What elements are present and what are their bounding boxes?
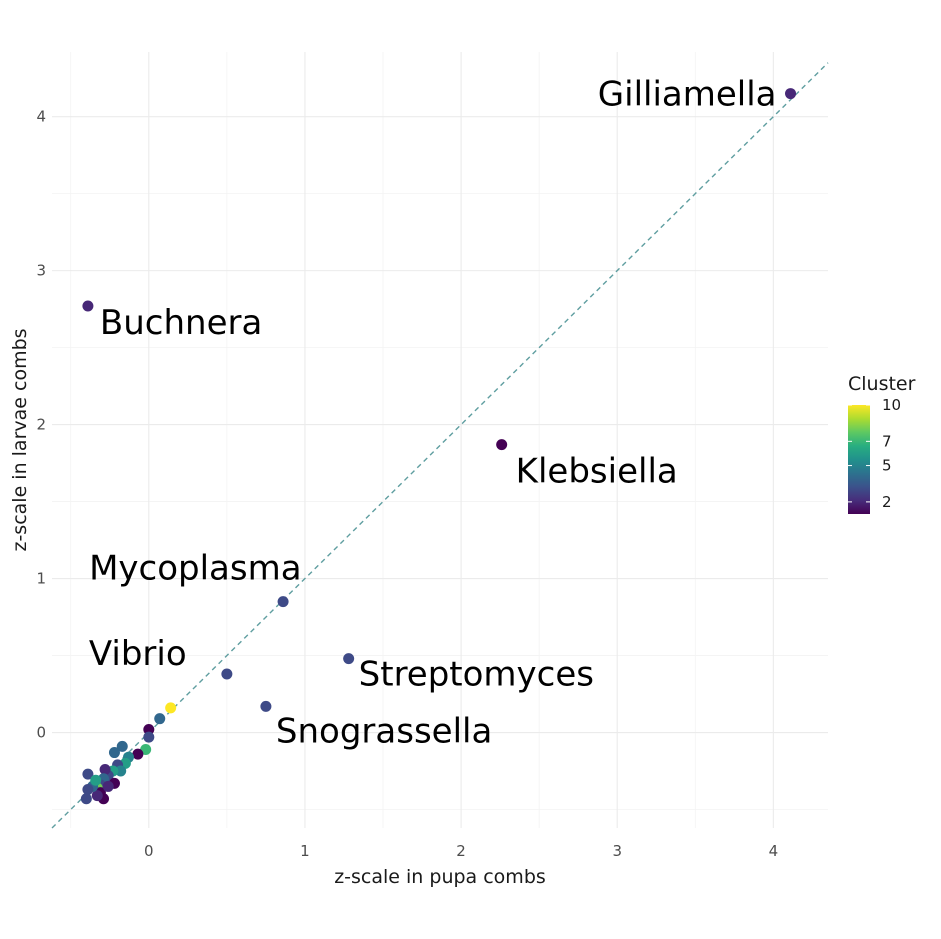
- x-tick-label: 0: [144, 842, 154, 860]
- point-label-mycoplasma: Mycoplasma: [89, 549, 301, 589]
- data-point: [99, 763, 111, 775]
- point-label-snograssella: Snograssella: [276, 711, 492, 751]
- y-tick-label: 0: [36, 724, 46, 742]
- point-label-gilliamella: Gilliamella: [598, 75, 777, 115]
- y-tick-label: 3: [36, 262, 46, 280]
- data-point: [82, 784, 94, 796]
- data-point: [143, 723, 155, 735]
- data-point-gilliamella: [785, 88, 797, 100]
- data-point: [82, 768, 94, 780]
- data-point: [116, 740, 128, 752]
- legend-tick-label: 2: [882, 493, 892, 511]
- point-labels-layer: Gilliamella Buchnera Klebsiella Mycoplasma V…: [89, 75, 777, 752]
- identity-reference-line: [51, 62, 829, 829]
- x-axis-ticks: 0 1 2 3 4: [144, 842, 778, 860]
- x-tick-label: 3: [612, 842, 622, 860]
- y-axis-ticks: 0 1 2 3 4: [36, 108, 46, 742]
- data-point: [165, 702, 177, 714]
- point-label-buchnera: Buchnera: [100, 303, 262, 343]
- data-point-buchnera: [82, 300, 94, 312]
- data-point-klebsiella: [496, 439, 508, 451]
- data-point: [91, 790, 103, 802]
- data-point-streptomyces: [343, 653, 355, 665]
- legend-colorbar: [848, 405, 870, 514]
- data-point: [154, 713, 166, 725]
- legend-tick-label: 10: [882, 396, 901, 414]
- x-axis-title: z-scale in pupa combs: [334, 866, 546, 888]
- data-point-snograssella: [260, 700, 272, 712]
- point-label-vibrio: Vibrio: [89, 634, 187, 674]
- y-tick-label: 2: [36, 416, 46, 434]
- data-point: [80, 793, 92, 805]
- points-layer: [80, 88, 797, 805]
- major-grid: [52, 52, 828, 828]
- point-label-klebsiella: Klebsiella: [516, 452, 678, 492]
- y-tick-label: 1: [36, 570, 46, 588]
- data-point: [143, 731, 155, 743]
- minor-grid: [52, 52, 828, 828]
- data-point: [132, 748, 144, 760]
- data-point: [90, 774, 102, 786]
- y-tick-label: 4: [36, 108, 46, 126]
- x-tick-label: 4: [769, 842, 779, 860]
- data-point-vibrio: [221, 668, 233, 680]
- legend-ticks: 2 5 7 10: [848, 396, 901, 511]
- legend-title: Cluster: [848, 373, 916, 395]
- y-axis-title: z-scale in larvae combs: [9, 328, 31, 551]
- point-label-streptomyces: Streptomyces: [359, 655, 594, 695]
- data-point-mycoplasma: [277, 596, 289, 608]
- data-point: [115, 765, 127, 777]
- x-tick-label: 1: [300, 842, 310, 860]
- color-legend: Cluster 2 5 7 10: [848, 373, 916, 514]
- x-tick-label: 2: [456, 842, 466, 860]
- data-point: [102, 780, 114, 792]
- data-point: [108, 747, 120, 759]
- legend-tick-label: 5: [882, 457, 892, 475]
- legend-tick-label: 7: [882, 432, 892, 450]
